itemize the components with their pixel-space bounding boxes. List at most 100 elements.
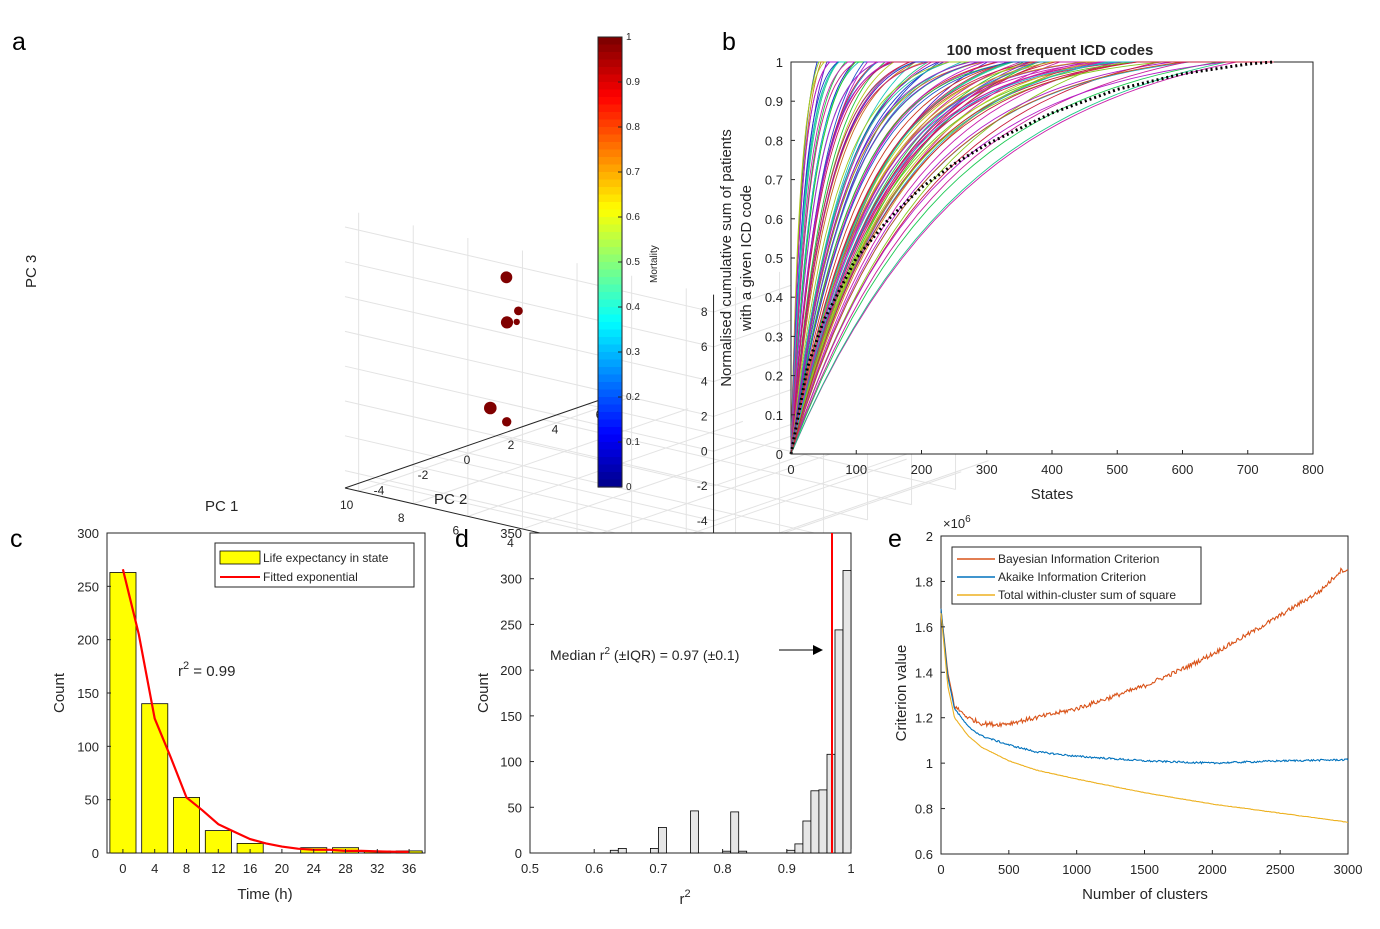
icd-code-curve (790, 61, 1274, 455)
y-tick-label: 300 (77, 526, 99, 541)
panel-c-annotation: r2 = 0.99 (178, 660, 235, 680)
icd-code-curve (790, 61, 1274, 455)
y-tick-label: 1.8 (915, 574, 933, 589)
histogram-bar (722, 850, 731, 854)
scatter-point (514, 306, 523, 316)
colorbar-tick-label: 0.3 (626, 347, 640, 358)
grid-line (344, 435, 714, 522)
panel-c-ylabel: Count (51, 672, 68, 713)
scatter-point (502, 417, 512, 427)
grid-line (344, 365, 714, 452)
x-tick-label: 32 (370, 861, 384, 876)
colorbar-segment (598, 149, 622, 158)
colorbar-segment (598, 457, 622, 466)
panel-b-title: 100 most frequent ICD codes (947, 42, 1154, 59)
series-line-2 (940, 613, 1349, 823)
colorbar-segment (598, 442, 622, 451)
pc1-tick-label: 6 (453, 523, 460, 537)
histogram-bar (818, 789, 828, 854)
colorbar-segment (598, 254, 622, 263)
histogram-bar (730, 811, 740, 854)
x-tick-label: 300 (976, 462, 998, 477)
panel-c-legend: Life expectancy in state Fitted exponent… (214, 542, 415, 588)
panel-e-legend: Bayesian Information Criterion Akaike In… (951, 546, 1202, 605)
panel-b-ylabel-line-2: with a given ICD code (738, 185, 755, 332)
colorbar-segment (598, 134, 622, 143)
colorbar-segment (598, 419, 622, 428)
icd-code-curve (790, 61, 1274, 455)
x-tick-label: 0 (787, 462, 794, 477)
x-tick-label: 2500 (1266, 862, 1295, 877)
colorbar-segment (598, 209, 622, 218)
histogram-bar (802, 820, 812, 854)
colorbar-segment (598, 427, 622, 436)
y-tick-label: 1.6 (915, 620, 933, 635)
pc3-tick-label: 6 (701, 340, 708, 354)
panel-a-colorbar: 0 0.1 0.2 0.3 0.4 0.5 0.6 0.7 0.8 0.9 1 (597, 32, 640, 493)
colorbar-segment (598, 52, 622, 61)
colorbar-segment (598, 187, 622, 196)
icd-code-curve (790, 61, 1274, 455)
x-tick-label: 4 (151, 861, 158, 876)
x-tick-label: 1000 (1062, 862, 1091, 877)
series-line-0 (940, 567, 1349, 729)
x-tick-label: 100 (845, 462, 867, 477)
x-tick-label: 0.5 (521, 861, 539, 876)
legend-label-life-expectancy: Life expectancy in state (263, 551, 389, 565)
colorbar-segment (598, 119, 622, 128)
panel-e-ylabel: Criterion value (893, 645, 910, 742)
pc2-tick-label: -4 (374, 483, 385, 497)
colorbar-segment (598, 112, 622, 121)
colorbar-segment (598, 262, 622, 271)
y-tick-label: 0 (515, 846, 522, 861)
panel-label-d: d (455, 525, 469, 553)
panel-e-line-chart: 0 500 1000 1500 2000 2500 3000 0.6 0.8 1 1.2 1.4 1.6… (893, 514, 1362, 903)
icd-code-curve (790, 61, 1274, 455)
colorbar-segment (598, 142, 622, 151)
histogram-bar (834, 629, 844, 854)
icd-code-curve (790, 61, 1274, 455)
y-tick-label: 350 (500, 526, 522, 541)
panel-c-ticks: 0 4 8 12 16 20 24 28 32 36 0 50 100 150 200 250 300 (77, 526, 416, 876)
icd-code-curve (790, 61, 1274, 455)
grid-line (586, 403, 956, 490)
pc3-tick-label: -4 (697, 514, 708, 528)
y-tick-label: 200 (77, 633, 99, 648)
icd-code-curve (790, 61, 1274, 455)
x-tick-label: 0.9 (778, 861, 796, 876)
panel-c-xlabel: Time (h) (237, 886, 292, 903)
icd-code-curve (790, 61, 1274, 455)
panel-d-histogram: 0.5 0.6 0.7 0.8 0.9 1 0 50 100 150 200 250 300 350 Me… (475, 526, 855, 908)
colorbar-segment (598, 344, 622, 353)
grid-line (344, 226, 714, 313)
icd-code-curve (790, 61, 1274, 455)
y-tick-label: 2 (926, 529, 933, 544)
y-tick-label: 0.1 (765, 408, 783, 423)
histogram-bar (738, 850, 748, 854)
panel-label-b: b (722, 28, 736, 56)
icd-code-curve (790, 61, 1274, 455)
panel-b-ticks: 0 100 200 300 400 500 600 700 800 0 0.1 0.2 0.3 0.4 0.… (765, 55, 1324, 477)
x-tick-label: 0.6 (585, 861, 603, 876)
colorbar-segment (598, 382, 622, 391)
annotation-arrowhead (813, 645, 823, 655)
y-tick-label: 100 (77, 739, 99, 754)
y-tick-label: 250 (500, 617, 522, 632)
panel-e-multiplier: ×106 (943, 514, 971, 531)
histogram-bar (690, 810, 699, 854)
y-tick-label: 0.6 (765, 212, 783, 227)
icd-code-curve (790, 61, 1274, 455)
icd-code-curve (790, 61, 1274, 455)
colorbar-segment (598, 449, 622, 458)
grid-line (454, 449, 824, 536)
y-tick-label: 150 (500, 709, 522, 724)
icd-code-curve (790, 61, 1274, 455)
colorbar-tick-label: 0.4 (626, 302, 640, 313)
y-tick-label: 0.3 (765, 329, 783, 344)
colorbar-tick-label: 0.8 (626, 122, 640, 133)
icd-code-curve (790, 61, 1274, 455)
icd-code-curve (790, 61, 1274, 455)
histogram-bar (658, 827, 667, 854)
x-tick-label: 2000 (1198, 862, 1227, 877)
colorbar-segment (598, 329, 622, 338)
